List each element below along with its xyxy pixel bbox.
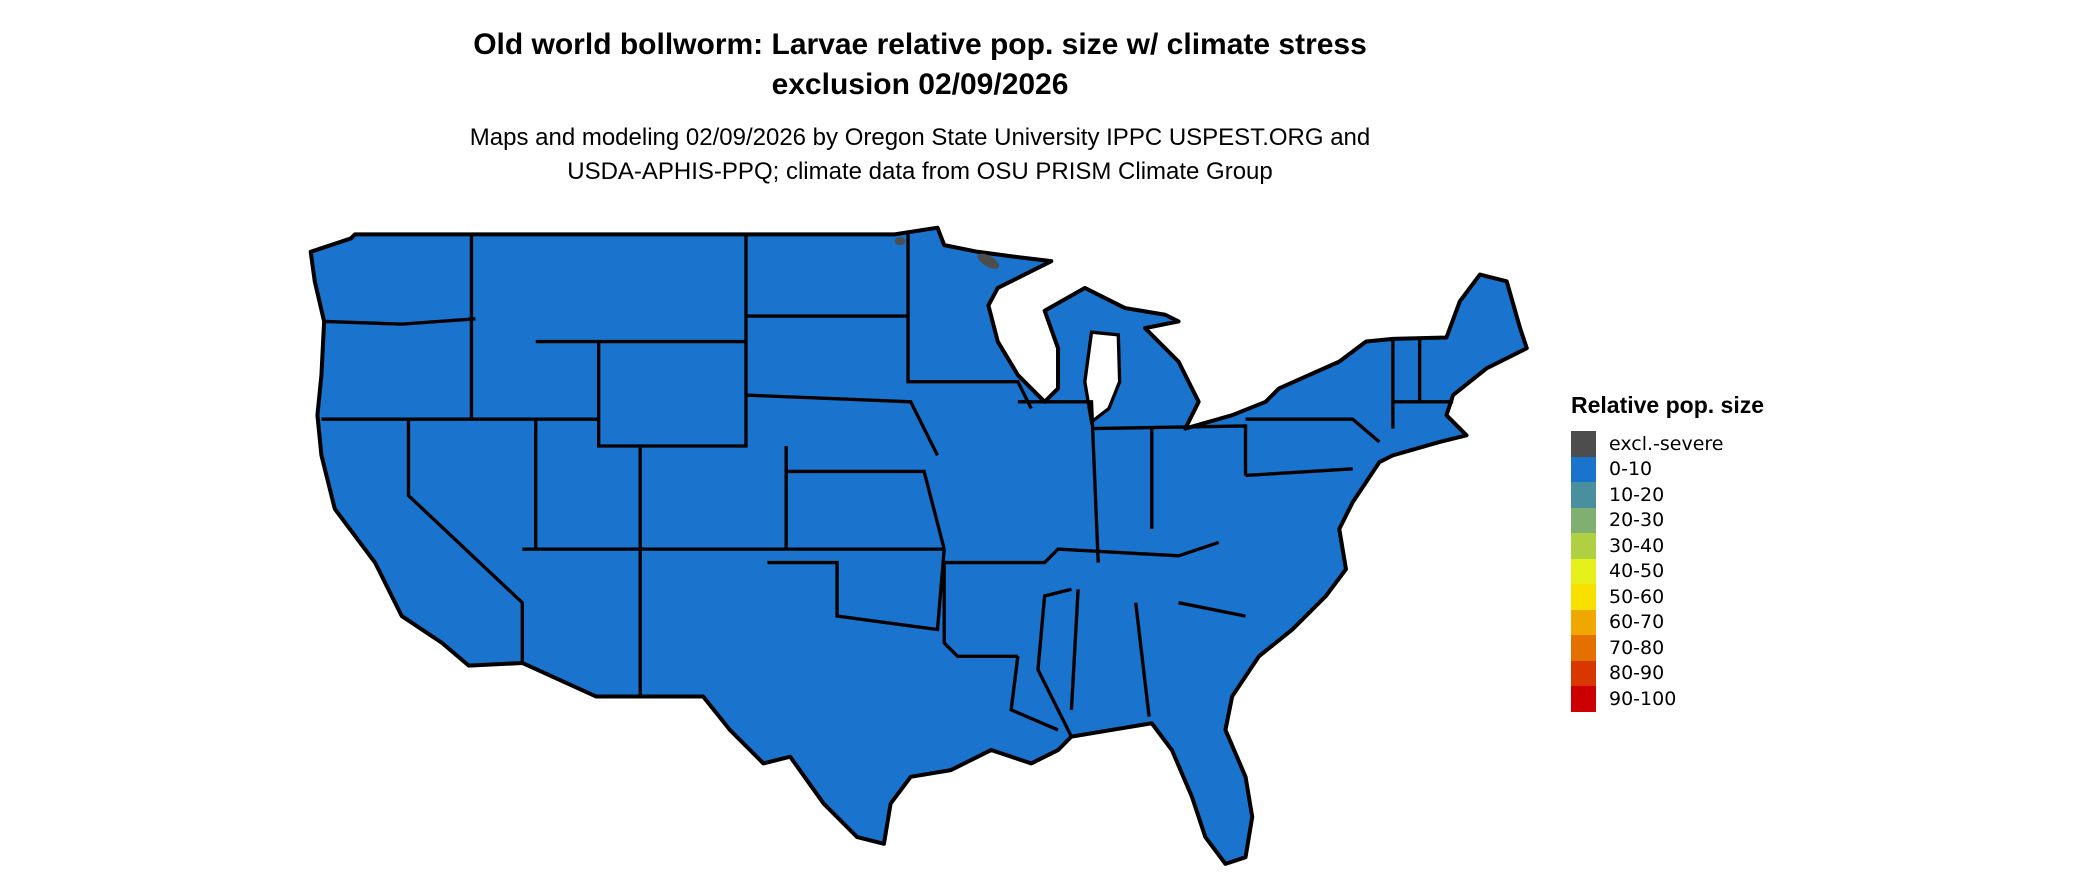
legend-label: excl.-severe xyxy=(1609,432,1724,455)
map-title: Old world bollworm: Larvae relative pop.… xyxy=(473,28,1367,61)
map-title-line2: exclusion 02/09/2026 xyxy=(771,68,1069,101)
legend-item: 0-10 xyxy=(1571,456,1764,482)
legend: Relative pop. size excl.-severe 0-10 10-20… xyxy=(1571,392,1764,712)
legend-swatch xyxy=(1571,609,1596,635)
legend-item: 90-100 xyxy=(1571,686,1764,712)
legend-label: 40-50 xyxy=(1609,560,1665,583)
legend-item: 50-60 xyxy=(1571,584,1764,610)
legend-swatch xyxy=(1571,482,1596,508)
excluded-areas xyxy=(894,237,1000,269)
legend-label: 80-90 xyxy=(1609,662,1665,685)
legend-title: Relative pop. size xyxy=(1571,392,1765,418)
legend-swatch xyxy=(1571,456,1596,482)
state-borders xyxy=(321,234,1454,738)
legend-swatch xyxy=(1571,507,1596,533)
legend-swatch xyxy=(1571,584,1596,610)
legend-label: 30-40 xyxy=(1609,534,1665,557)
legend-swatch xyxy=(1571,635,1596,661)
us-outline xyxy=(308,225,1529,866)
legend-swatch xyxy=(1571,558,1596,584)
legend-label: 10-20 xyxy=(1609,483,1665,506)
map-subtitle: Maps and modeling 02/09/2026 by Oregon S… xyxy=(469,124,1371,151)
legend-item: 20-30 xyxy=(1571,507,1764,533)
legend-item: 30-40 xyxy=(1571,533,1764,559)
legend-swatch xyxy=(1571,686,1596,712)
legend-swatch xyxy=(1571,431,1596,457)
legend-label: 60-70 xyxy=(1609,611,1665,634)
map-subtitle-line2: USDA-APHIS-PPQ; climate data from OSU PR… xyxy=(567,158,1273,185)
legend-swatch xyxy=(1571,660,1596,686)
legend-label: 0-10 xyxy=(1609,458,1653,481)
legend-item: 10-20 xyxy=(1571,482,1764,508)
legend-item: 60-70 xyxy=(1571,609,1764,635)
legend-item: excl.-severe xyxy=(1571,431,1764,457)
legend-item: 80-90 xyxy=(1571,660,1764,686)
legend-item: 70-80 xyxy=(1571,635,1764,661)
legend-label: 90-100 xyxy=(1609,687,1677,710)
legend-swatch xyxy=(1571,533,1596,559)
legend-label: 70-80 xyxy=(1609,636,1665,659)
legend-label: 50-60 xyxy=(1609,585,1665,608)
legend-item: 40-50 xyxy=(1571,558,1764,584)
lake-michigan xyxy=(1083,330,1122,425)
legend-label: 20-30 xyxy=(1609,509,1665,532)
